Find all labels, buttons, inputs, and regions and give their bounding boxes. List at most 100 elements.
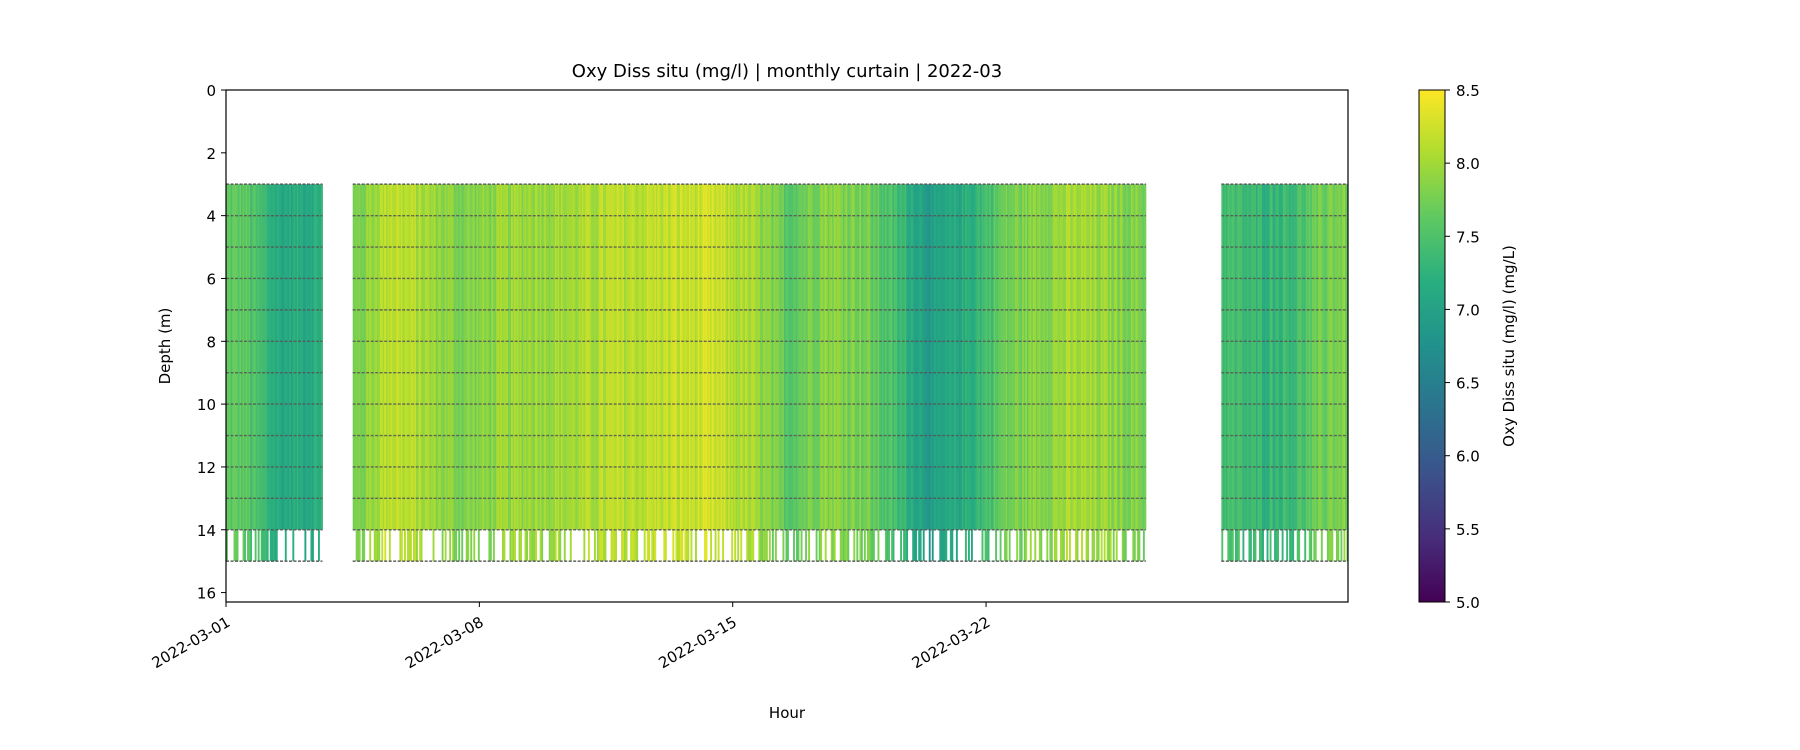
curtain-cell — [1029, 184, 1032, 562]
curtain-cell — [707, 184, 709, 530]
curtain-cell — [768, 184, 771, 562]
curtain-cell — [313, 184, 316, 530]
curtain-cell — [621, 184, 624, 562]
curtain-cell — [1037, 184, 1040, 530]
curtain-cell — [544, 184, 547, 530]
curtain-cell — [616, 184, 619, 530]
curtain-cell — [1129, 184, 1132, 530]
colorbar-tick-label: 7.5 — [1456, 228, 1480, 246]
curtain-cell — [998, 184, 1001, 530]
curtain-cell — [1130, 184, 1133, 530]
curtain-cell — [278, 184, 281, 530]
curtain-cell — [233, 184, 236, 562]
curtain-cell — [1038, 184, 1041, 562]
curtain-cell — [539, 184, 542, 562]
curtain-cell — [1035, 184, 1038, 530]
curtain-cell — [456, 184, 459, 530]
y-axis: 0 2 4 6 8 10 12 14 16 — [197, 82, 226, 603]
curtain-cell — [485, 184, 488, 530]
curtain-cell — [954, 184, 957, 530]
curtain-cell — [713, 184, 716, 530]
curtain-cell — [675, 184, 678, 562]
curtain-cell — [756, 184, 759, 530]
curtain-cell — [986, 184, 988, 562]
curtain-cell — [974, 184, 976, 530]
curtain-cell — [670, 184, 673, 530]
y-tick-label: 4 — [206, 208, 216, 226]
curtain-cell — [764, 184, 767, 562]
colorbar-tick-label: 8.5 — [1456, 82, 1480, 100]
curtain-cell — [1102, 184, 1105, 530]
curtain-cell — [1245, 184, 1248, 530]
curtain-cell — [1272, 184, 1275, 530]
curtain-cell — [821, 184, 824, 530]
curtain-cell — [474, 184, 477, 530]
curtain-cell — [301, 184, 304, 530]
curtain-cell — [648, 184, 651, 562]
curtain-cell — [1088, 184, 1091, 530]
curtain-cell — [595, 184, 598, 530]
curtain-cell — [702, 184, 705, 530]
curtain-cell — [396, 184, 399, 530]
curtain-cell — [737, 184, 740, 562]
curtain-cell — [874, 184, 877, 530]
curtain-cell — [894, 184, 896, 530]
curtain-cell — [1332, 184, 1335, 530]
curtain-cell — [586, 184, 589, 530]
curtain-cell — [1228, 184, 1231, 562]
curtain-cell — [574, 184, 577, 530]
curtain-cell — [883, 184, 886, 530]
curtain-cell — [999, 184, 1002, 562]
curtain-cell — [1296, 184, 1299, 562]
curtain-cell — [934, 184, 937, 530]
curtain-cell — [556, 184, 559, 530]
curtain-cell — [1141, 184, 1144, 530]
curtain-cell — [803, 184, 806, 530]
curtain-cell — [360, 184, 363, 530]
curtain-cell — [814, 184, 817, 530]
curtain-cell — [851, 184, 854, 530]
curtain-cell — [364, 184, 367, 530]
curtain-cell — [1064, 184, 1067, 530]
x-axis: 2022-03-01 2022-03-08 2022-03-15 2022-03-22 — [149, 602, 993, 672]
curtain-cell — [1032, 184, 1035, 530]
curtain-cell — [788, 184, 791, 530]
curtain-cell — [619, 184, 622, 530]
curtain-cell — [432, 184, 435, 562]
curtain-cell — [603, 184, 605, 562]
y-tick-label: 0 — [206, 82, 216, 100]
plot-frame — [225, 89, 1349, 603]
curtain-cell — [1058, 184, 1061, 530]
curtain-cell — [734, 184, 737, 562]
curtain-cell — [298, 184, 301, 530]
curtain-cell — [741, 184, 744, 530]
curtain-cell — [385, 184, 388, 530]
curtain-cell — [479, 184, 482, 530]
curtain-cell — [1118, 184, 1121, 530]
curtain-cell — [1026, 184, 1029, 530]
curtain-cell — [1316, 184, 1319, 530]
curtain-cell — [967, 184, 970, 562]
curtain-cell — [239, 184, 242, 530]
curtain-cell — [458, 184, 461, 562]
curtain-cell — [889, 184, 892, 530]
curtain-cell — [247, 184, 250, 562]
curtain-cell — [898, 184, 901, 530]
curtain-cell — [684, 184, 687, 562]
curtain-cell — [512, 184, 515, 562]
curtain-cell — [930, 184, 933, 530]
curtain-cell — [658, 184, 661, 530]
curtain-cell — [606, 184, 608, 530]
curtain-cell — [419, 184, 421, 562]
curtain-cell — [980, 184, 982, 530]
curtain-cell — [660, 184, 663, 530]
curtain-cell — [417, 184, 420, 530]
curtain-cell — [366, 184, 369, 530]
curtain-cell — [796, 184, 798, 562]
colorbar-tick-label: 8.0 — [1456, 155, 1480, 173]
curtain-cell — [580, 184, 583, 530]
colorbar-tick-label: 5.5 — [1456, 521, 1480, 539]
curtain-cell — [933, 184, 936, 530]
curtain-cell — [394, 184, 397, 530]
